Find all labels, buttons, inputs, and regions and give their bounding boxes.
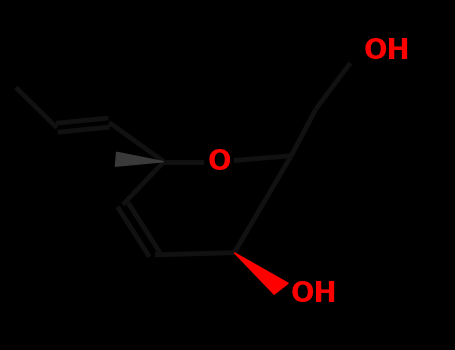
Polygon shape: [116, 152, 164, 166]
Text: OH: OH: [364, 37, 410, 65]
Text: O: O: [207, 148, 231, 176]
Polygon shape: [234, 253, 288, 294]
Text: OH: OH: [290, 280, 337, 308]
